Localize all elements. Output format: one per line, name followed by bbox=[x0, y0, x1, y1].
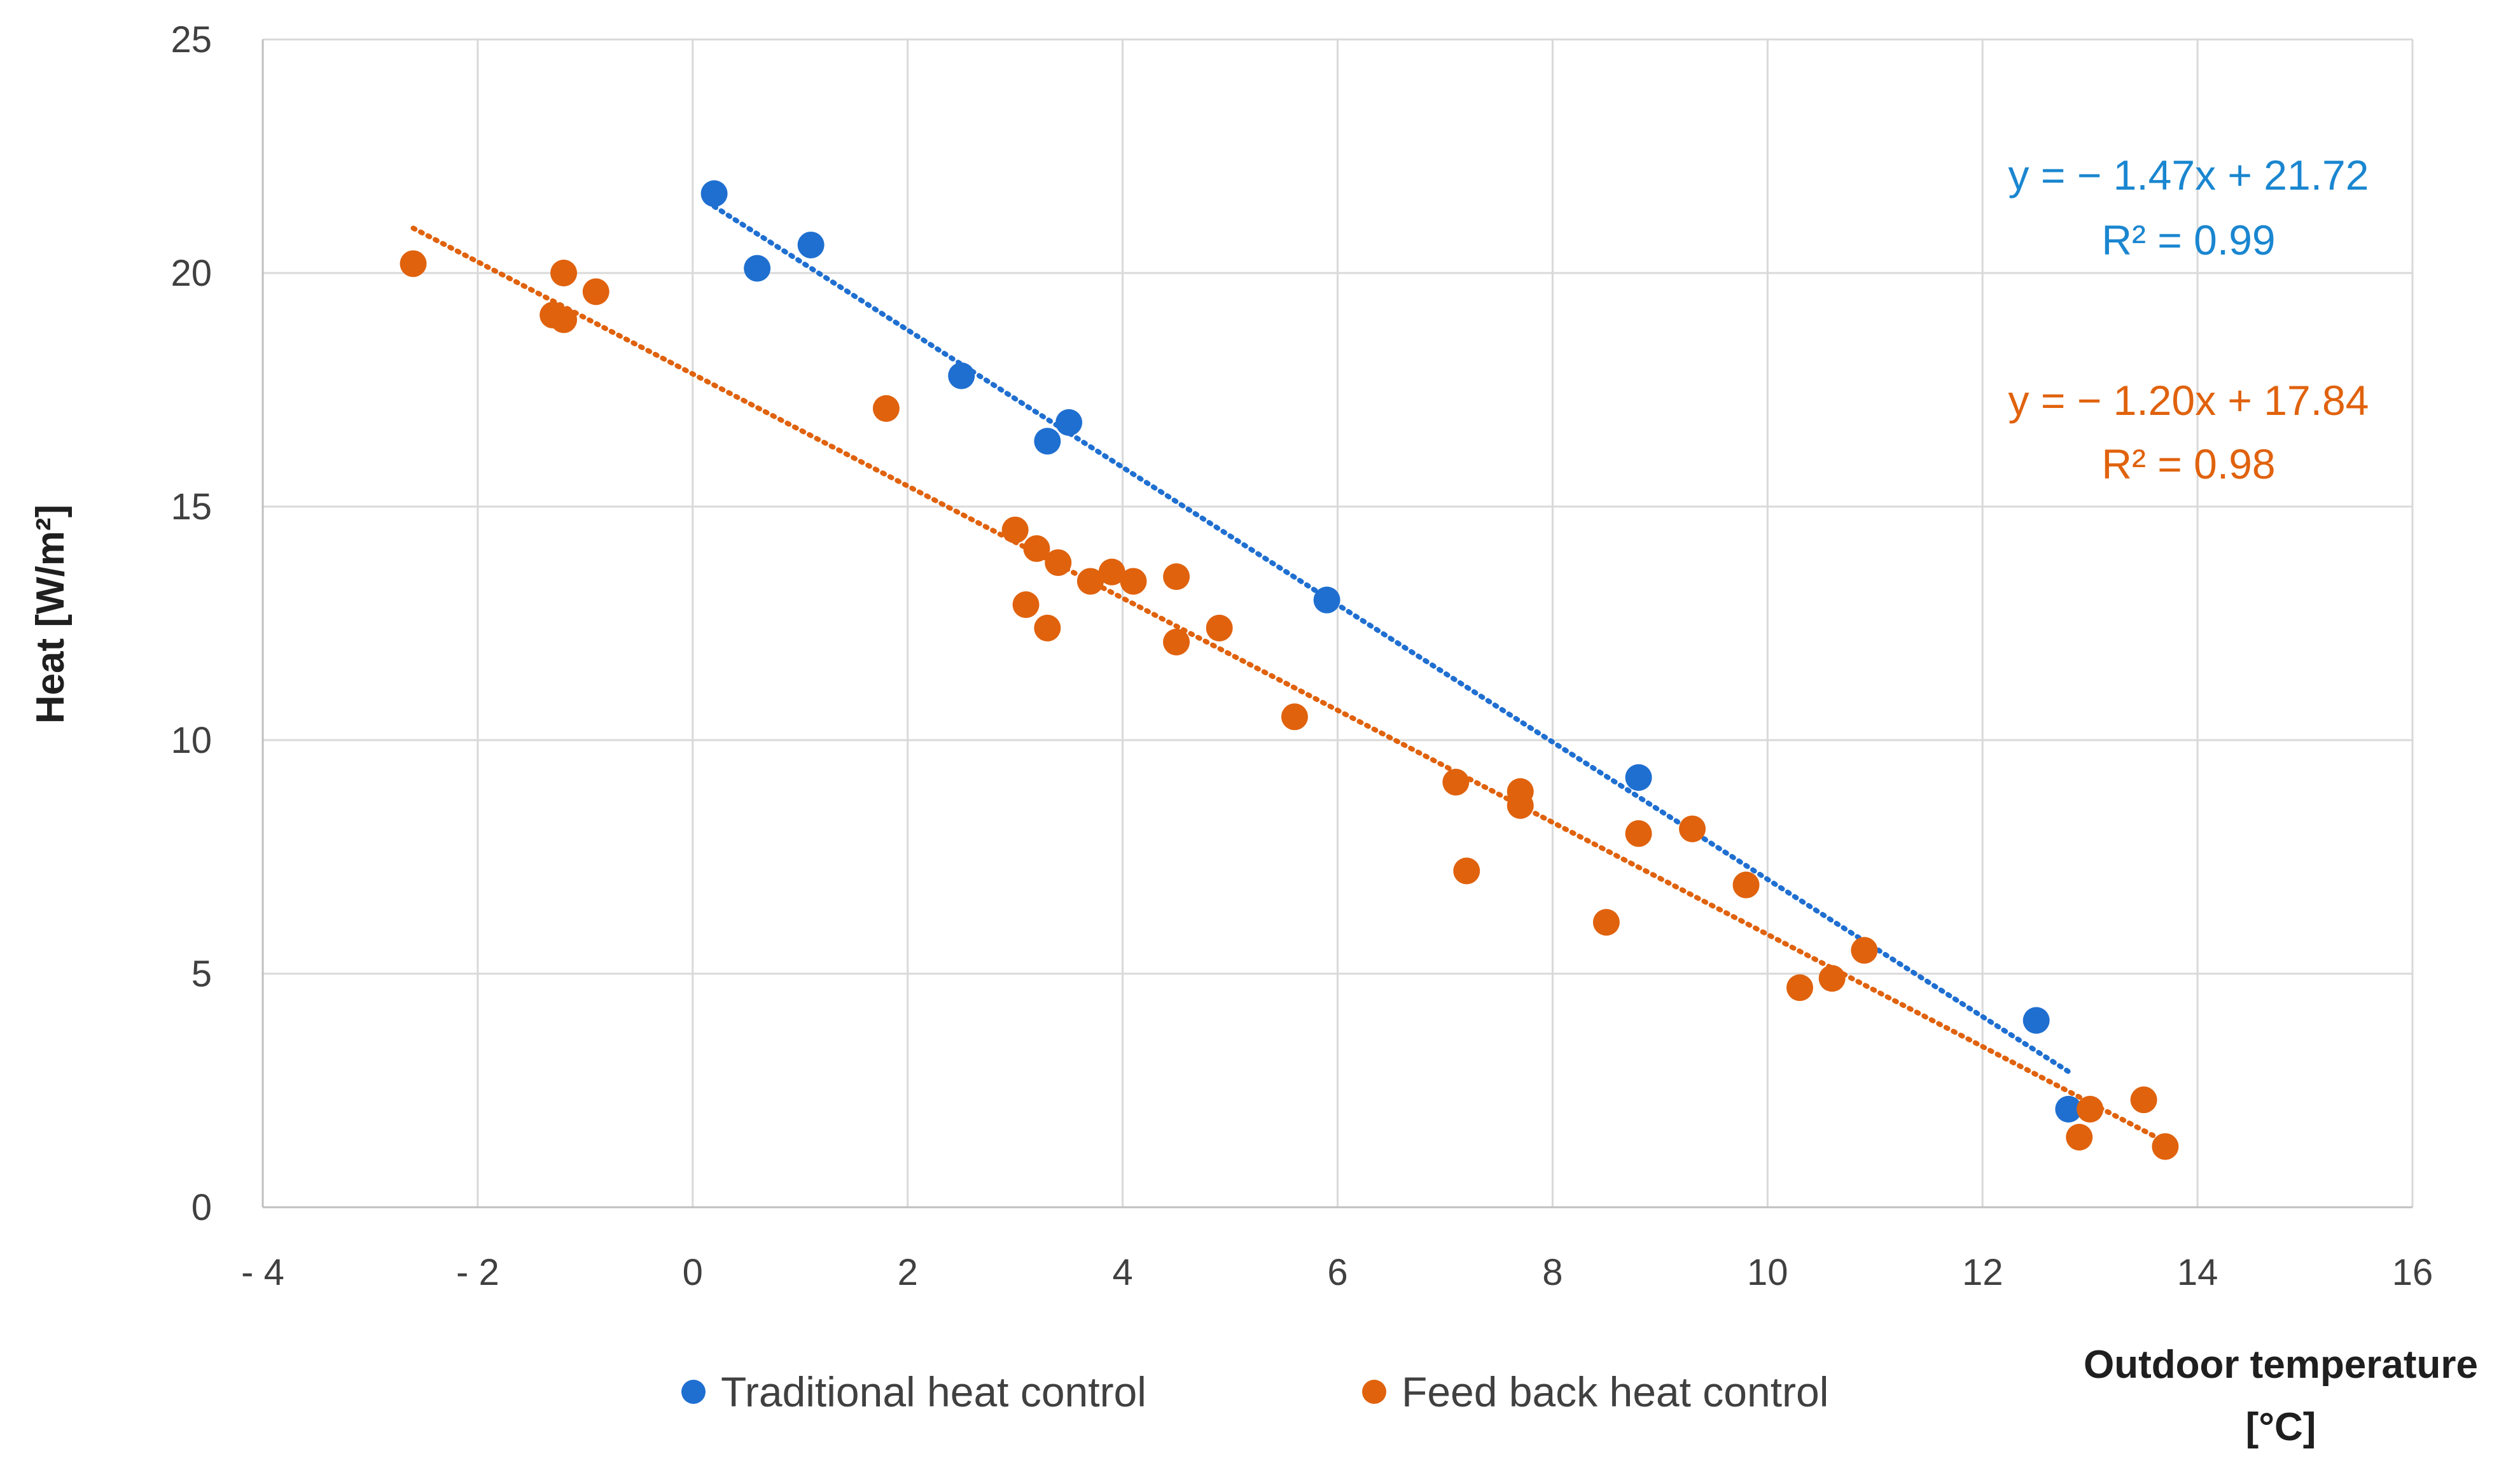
axis-titles: Heat [W/m²] Outdoor temperature [°C] bbox=[29, 505, 2478, 1449]
point-series-1 bbox=[948, 362, 975, 389]
legend-label-feedback: Feed back heat control bbox=[1402, 1368, 1828, 1415]
point-series-2 bbox=[1163, 628, 1190, 655]
point-series-1 bbox=[744, 255, 771, 282]
y-axis-title: Heat [W/m²] bbox=[29, 505, 73, 724]
point-series-2 bbox=[1163, 563, 1190, 591]
r2-feedback: R² = 0.98 bbox=[2101, 440, 2275, 487]
x-tick-label: 0 bbox=[683, 1252, 703, 1293]
point-series-1 bbox=[700, 180, 728, 207]
equation-feedback: y = − 1.20x + 17.84 bbox=[2008, 377, 2369, 424]
point-series-2 bbox=[1851, 937, 1878, 964]
point-series-1 bbox=[2055, 1095, 2082, 1123]
trendline-series-2 bbox=[410, 225, 2168, 1145]
point-series-2 bbox=[400, 250, 427, 277]
point-series-2 bbox=[1206, 614, 1233, 641]
point-series-2 bbox=[1442, 769, 1470, 796]
point-series-1 bbox=[2022, 1007, 2050, 1034]
x-tick-label: 6 bbox=[1327, 1252, 1347, 1293]
point-series-2 bbox=[1076, 568, 1104, 595]
point-series-2 bbox=[1001, 516, 1029, 543]
x-tick-label: - 2 bbox=[456, 1252, 499, 1293]
point-series-1 bbox=[1313, 586, 1340, 613]
point-series-2 bbox=[1045, 549, 1072, 577]
x-axis-title-line1: Outdoor temperature bbox=[2084, 1343, 2478, 1387]
y-tick-label: 25 bbox=[171, 19, 212, 60]
point-series-2 bbox=[2077, 1095, 2104, 1123]
trendline-equations: y = − 1.47x + 21.72 R² = 0.99 y = − 1.20… bbox=[2008, 151, 2369, 487]
point-series-2 bbox=[1732, 871, 1760, 899]
point-series-1 bbox=[1625, 764, 1652, 791]
y-tick-label: 10 bbox=[171, 720, 212, 761]
point-series-1 bbox=[1034, 428, 1061, 455]
point-series-2 bbox=[1786, 974, 1813, 1002]
x-tick-label: 12 bbox=[1962, 1252, 2003, 1293]
point-series-2 bbox=[582, 278, 609, 305]
gridlines bbox=[263, 38, 2414, 1207]
axes bbox=[261, 39, 2412, 1209]
y-tick-label: 20 bbox=[171, 253, 212, 294]
x-axis-title-line2: [°C] bbox=[2246, 1405, 2316, 1449]
point-series-2 bbox=[1679, 815, 1706, 843]
y-tick-label: 0 bbox=[191, 1187, 212, 1228]
point-series-1 bbox=[797, 231, 825, 258]
legend-marker-traditional bbox=[681, 1380, 706, 1404]
point-series-2 bbox=[1281, 703, 1308, 731]
point-series-2 bbox=[1507, 792, 1534, 819]
point-series-2 bbox=[1023, 535, 1050, 563]
y-tick-label: 5 bbox=[191, 953, 212, 995]
point-series-2 bbox=[2066, 1123, 2093, 1151]
point-series-2 bbox=[1818, 965, 1846, 992]
point-series-2 bbox=[872, 395, 900, 422]
point-series-2 bbox=[1625, 820, 1652, 847]
point-series-2 bbox=[1012, 591, 1040, 619]
trendline-series-1 bbox=[711, 204, 2071, 1074]
x-tick-label: 10 bbox=[1747, 1252, 1788, 1293]
x-tick-label: 16 bbox=[2392, 1252, 2433, 1293]
x-tick-label: 8 bbox=[1542, 1252, 1563, 1293]
point-series-1 bbox=[1055, 409, 1083, 436]
x-tick-label: 4 bbox=[1112, 1252, 1132, 1293]
point-series-2 bbox=[550, 260, 578, 286]
x-tick-label: 2 bbox=[898, 1252, 918, 1293]
x-tick-label: - 4 bbox=[241, 1252, 284, 1293]
trendlines bbox=[410, 204, 2168, 1145]
point-series-2 bbox=[2152, 1133, 2179, 1160]
legend: Traditional heat control Feed back heat … bbox=[681, 1368, 1828, 1415]
y-tick-label: 15 bbox=[171, 486, 212, 528]
point-series-2 bbox=[1098, 558, 1125, 585]
point-series-2 bbox=[1592, 909, 1620, 936]
point-series-2 bbox=[2130, 1086, 2157, 1114]
point-series-2 bbox=[550, 306, 578, 333]
r2-traditional: R² = 0.99 bbox=[2101, 216, 2275, 263]
point-series-2 bbox=[1034, 614, 1061, 641]
x-tick-label: 14 bbox=[2177, 1252, 2218, 1293]
tick-labels: - 4 - 2 0 2 4 6 8 10 12 14 16 0 5 10 15 20 25 bbox=[171, 19, 2433, 1293]
data-points bbox=[400, 180, 2179, 1160]
point-series-2 bbox=[1120, 568, 1147, 595]
equation-traditional: y = − 1.47x + 21.72 bbox=[2008, 151, 2369, 199]
point-series-2 bbox=[1453, 857, 1480, 885]
legend-marker-feedback bbox=[1362, 1380, 1386, 1404]
legend-label-traditional: Traditional heat control bbox=[721, 1368, 1146, 1415]
